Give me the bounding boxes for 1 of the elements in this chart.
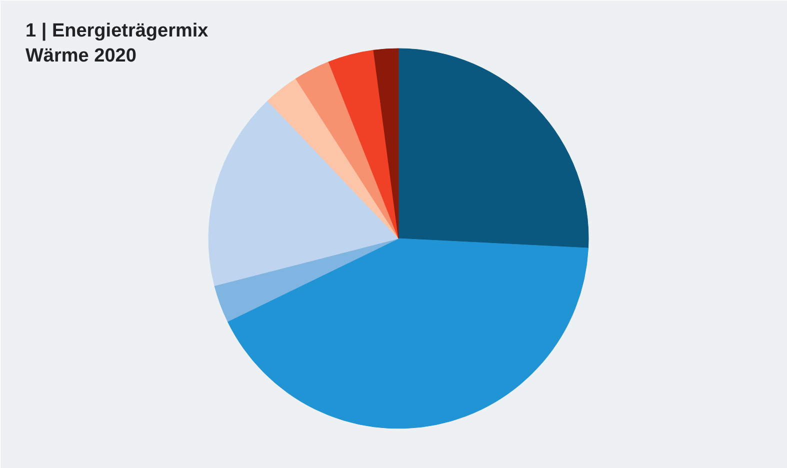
chart-title: 1 | Energieträgermix Wärme 2020 <box>26 20 209 67</box>
